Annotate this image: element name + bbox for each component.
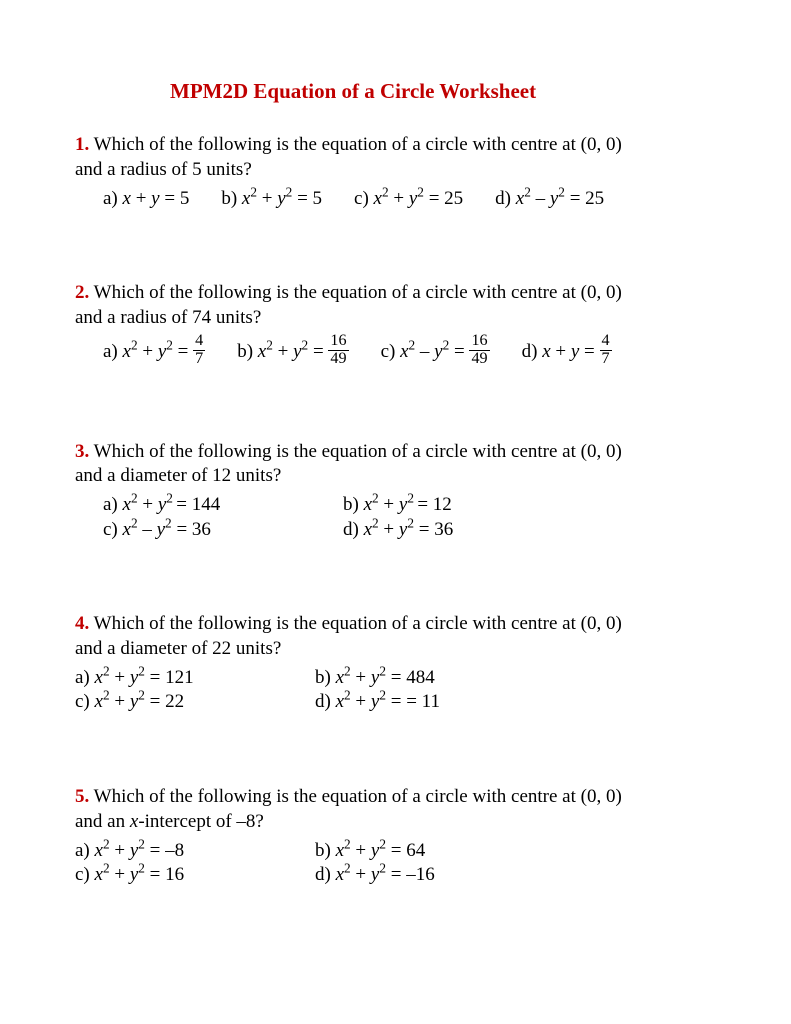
question-1-options: a) x + y = 5 b) x2 + y2 = 5 c) x2 + y2 =… — [75, 187, 716, 212]
question-number: 5. — [75, 786, 89, 807]
option-1b: b) x2 + y2 = 5 — [221, 187, 322, 212]
question-2-text: 2. Which of the following is the equatio… — [75, 281, 716, 330]
option-4d: d) x2 + y2 = = 11 — [315, 690, 716, 715]
question-4-options: a) x2 + y2 = 121 b) x2 + y2 = 484 c) x2 … — [75, 666, 716, 715]
option-2a: a) x2 + y2 = 47 — [103, 335, 205, 370]
question-line1: Which of the following is the equation o… — [94, 441, 622, 462]
question-3-text: 3. Which of the following is the equatio… — [75, 440, 716, 489]
question-line2: and a radius of 74 units? — [75, 307, 261, 328]
question-line2: and a diameter of 12 units? — [75, 465, 281, 486]
option-4a: a) x2 + y2 = 121 — [75, 666, 295, 691]
question-line1: Which of the following is the equation o… — [94, 786, 622, 807]
question-1-text: 1. Which of the following is the equatio… — [75, 133, 716, 182]
question-4-text: 4. Which of the following is the equatio… — [75, 612, 716, 661]
option-2d: d) x + y = 47 — [522, 335, 612, 370]
question-number: 1. — [75, 134, 89, 155]
option-4c: c) x2 + y2 = 22 — [75, 690, 295, 715]
question-3-options: a) x2 + y2 = 144 b) x2 + y2 = 12 c) x2 –… — [103, 493, 716, 542]
question-line2: and a diameter of 22 units? — [75, 638, 281, 659]
question-line2: and a radius of 5 units? — [75, 159, 252, 180]
question-5: 5. Which of the following is the equatio… — [75, 785, 716, 888]
question-1: 1. Which of the following is the equatio… — [75, 133, 716, 211]
option-3b: b) x2 + y2 = 12 — [343, 493, 716, 518]
option-1a: a) x + y = 5 — [103, 187, 189, 212]
question-line1: Which of the following is the equation o… — [94, 613, 622, 634]
option-3c: c) x2 – y2 = 36 — [103, 518, 323, 543]
worksheet-page: MPM2D Equation of a Circle Worksheet 1. … — [0, 0, 791, 1018]
option-5d: d) x2 + y2 = –16 — [315, 863, 716, 888]
option-4b: b) x2 + y2 = 484 — [315, 666, 716, 691]
worksheet-title: MPM2D Equation of a Circle Worksheet — [170, 78, 716, 105]
question-5-options: a) x2 + y2 = –8 b) x2 + y2 = 64 c) x2 + … — [75, 839, 716, 888]
option-1c: c) x2 + y2 = 25 — [354, 187, 463, 212]
option-3a: a) x2 + y2 = 144 — [103, 493, 323, 518]
question-line2: and an x-intercept of –8? — [75, 811, 264, 832]
option-1d: d) x2 – y2 = 25 — [495, 187, 604, 212]
question-number: 4. — [75, 613, 89, 634]
option-2b: b) x2 + y2 = 1649 — [237, 335, 348, 370]
question-line1: Which of the following is the equation o… — [94, 282, 622, 303]
option-5c: c) x2 + y2 = 16 — [75, 863, 295, 888]
question-number: 2. — [75, 282, 89, 303]
option-5a: a) x2 + y2 = –8 — [75, 839, 295, 864]
question-number: 3. — [75, 441, 89, 462]
option-3d: d) x2 + y2 = 36 — [343, 518, 716, 543]
question-2: 2. Which of the following is the equatio… — [75, 281, 716, 369]
question-4: 4. Which of the following is the equatio… — [75, 612, 716, 715]
question-5-text: 5. Which of the following is the equatio… — [75, 785, 716, 834]
option-2c: c) x2 – y2 = 1649 — [381, 335, 490, 370]
option-5b: b) x2 + y2 = 64 — [315, 839, 716, 864]
question-line1: Which of the following is the equation o… — [94, 134, 622, 155]
question-2-options: a) x2 + y2 = 47 b) x2 + y2 = 1649 c) x2 … — [75, 335, 716, 370]
question-3: 3. Which of the following is the equatio… — [75, 440, 716, 543]
